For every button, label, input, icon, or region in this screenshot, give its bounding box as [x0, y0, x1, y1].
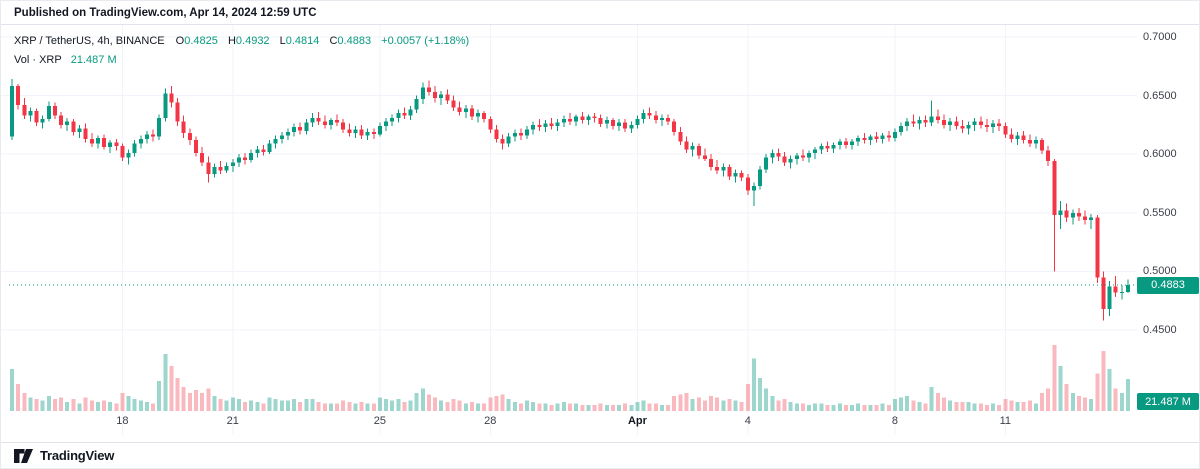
time-axis-label: 4: [744, 415, 751, 427]
price-axis-label: 0.4500: [1143, 324, 1177, 336]
tradingview-logo-icon[interactable]: [14, 448, 33, 463]
chart-area[interactable]: XRP / TetherUS, 4h, BINANCE O0.4825 H0.4…: [1, 25, 1199, 443]
last-price-badge: 0.4883: [1137, 276, 1199, 294]
published-bar: Published on TradingView.com, Apr 14, 20…: [1, 1, 1199, 25]
change-text: +0.0057 (+1.18%): [381, 35, 470, 47]
time-axis-label: 8: [891, 415, 898, 427]
footer: TradingView: [1, 443, 1199, 468]
volume-label: Vol · XRP: [14, 54, 62, 66]
chart-legend: XRP / TetherUS, 4h, BINANCE O0.4825 H0.4…: [14, 32, 469, 70]
price-axis-label: 0.5500: [1143, 206, 1177, 219]
price-axis-label: 0.6000: [1143, 148, 1177, 161]
volume-badge: 21.487 M: [1137, 393, 1199, 410]
symbol-title: XRP / TetherUS, 4h, BINANCE: [14, 35, 165, 47]
time-axis-label: 11: [999, 415, 1012, 427]
ohlc-open: O0.4825: [175, 35, 218, 47]
published-text: Published on TradingView.com, Apr 14, 20…: [14, 6, 317, 19]
price-axis-label: 0.7000: [1143, 31, 1177, 43]
legend-row-symbol: XRP / TetherUS, 4h, BINANCE O0.4825 H0.4…: [14, 32, 469, 51]
legend-row-volume: Vol · XRP 21.487 M: [14, 51, 469, 70]
time-axis-label: 25: [373, 415, 387, 427]
ohlc-low: L0.4814: [279, 35, 320, 47]
ohlc-close: C0.4883: [329, 35, 372, 47]
ohlc-high: H0.4932: [227, 35, 270, 47]
time-axis-label: 28: [484, 415, 497, 427]
price-axis-label: 0.6500: [1143, 89, 1177, 102]
price-axis[interactable]: 0.7000 0.6500 0.6000 0.5500 0.5000 0.4500: [1139, 25, 1199, 442]
time-axis[interactable]: 18 21 25 28 Apr 4 8 11: [1, 415, 1137, 435]
price-axis-label: 0.5000: [1143, 265, 1177, 278]
volume-value: 21.487 M: [70, 54, 117, 66]
brand-name[interactable]: TradingView: [40, 448, 115, 463]
time-axis-label: 21: [226, 415, 239, 427]
time-axis-label: 18: [116, 415, 129, 427]
candlestick-chart[interactable]: [1, 25, 1200, 443]
time-axis-label: Apr: [627, 415, 647, 427]
